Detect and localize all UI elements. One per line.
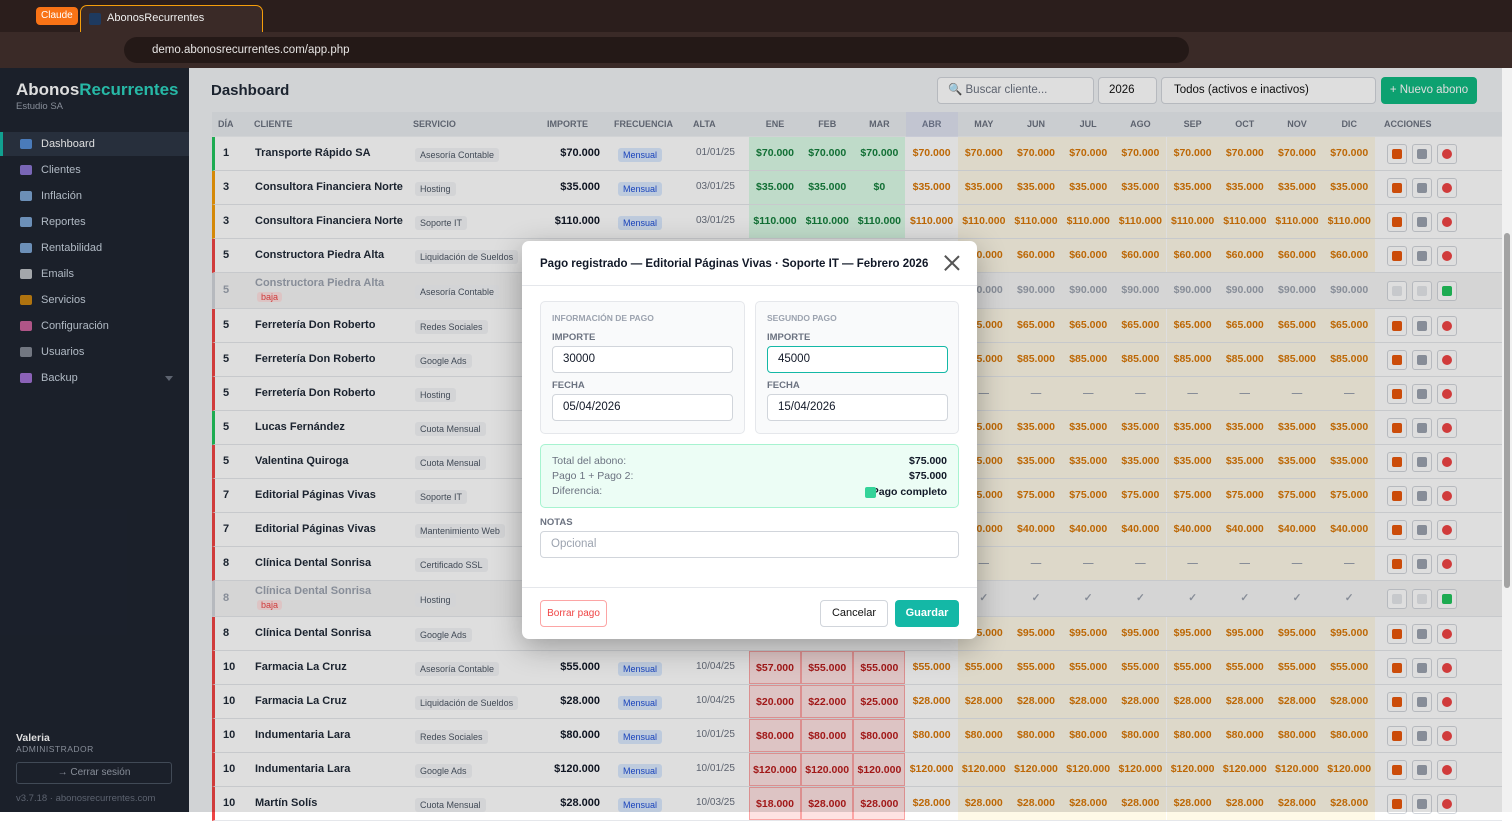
payment-box: INFORMACIÓN DE PAGO IMPORTE 30000 FECHA … xyxy=(540,301,745,434)
caret xyxy=(165,376,173,385)
nav-label: Backup xyxy=(41,372,78,384)
nav-label: Emails xyxy=(41,268,75,280)
year-select[interactable]: 2026 xyxy=(1098,77,1157,104)
nav-label: Configuración xyxy=(41,320,109,332)
favicon xyxy=(89,13,101,25)
nav-item[interactable]: Clientes xyxy=(0,158,189,182)
nav-label: Clientes xyxy=(41,164,81,176)
scrollbar-thumb[interactable] xyxy=(1504,233,1510,588)
divider xyxy=(522,587,977,588)
summary-label: Total del abono: xyxy=(552,455,627,467)
scrollbar-track xyxy=(1502,68,1512,812)
date-input[interactable]: 15/04/2026 xyxy=(767,394,948,421)
nav-label: Usuarios xyxy=(41,346,85,358)
nav-icon xyxy=(20,269,32,279)
divider xyxy=(522,285,977,286)
summary-value: Pago completo xyxy=(871,486,947,498)
nav: Dashboard Clientes Inflación Reportes Rentab… xyxy=(0,132,189,462)
tab-title: AbonosRecurrentes xyxy=(107,12,205,24)
save-button[interactable]: Guardar xyxy=(895,600,959,627)
brand-a: Abonos xyxy=(16,80,80,99)
browser-chrome: Claude AbonosRecurrentes demo.abonosrecu… xyxy=(0,0,1512,68)
nav-item[interactable]: Emails xyxy=(0,262,189,286)
company: Estudio SA xyxy=(16,101,63,112)
check-icon xyxy=(865,487,876,498)
nav-label: Reportes xyxy=(41,216,86,228)
field-label: IMPORTE xyxy=(552,332,596,343)
nav-item[interactable]: Servicios xyxy=(0,288,189,312)
modal: Pago registrado — Editorial Páginas Viva… xyxy=(522,241,977,639)
notes-label: NOTAS xyxy=(540,517,573,528)
address-bar[interactable]: demo.abonosrecurrentes.com/app.php xyxy=(124,37,1189,63)
nav-icon xyxy=(20,347,32,357)
tab-group[interactable]: Claude xyxy=(36,7,78,25)
amount-input[interactable]: 45000 xyxy=(767,346,948,373)
summary-box: Total del abono: $75.000 Pago 1 + Pago 2: $… xyxy=(540,444,959,508)
nav-icon xyxy=(20,191,32,201)
second-payment-box: SEGUNDO PAGO IMPORTE 45000 FECHA 15/04/2… xyxy=(755,301,959,434)
nav-label: Rentabilidad xyxy=(41,242,103,254)
user-role: ADMINISTRADOR xyxy=(16,744,94,754)
section-heading: INFORMACIÓN DE PAGO xyxy=(552,313,654,323)
nav-item[interactable]: Dashboard xyxy=(0,132,189,156)
nav-label: Servicios xyxy=(41,294,86,306)
close-button[interactable] xyxy=(944,255,960,271)
user-name: Valeria xyxy=(16,732,50,744)
nav-label: Dashboard xyxy=(41,138,95,150)
modal-title: Pago registrado — Editorial Páginas Viva… xyxy=(540,258,929,270)
summary-value: $75.000 xyxy=(909,455,947,467)
field-label: FECHA xyxy=(552,380,585,391)
new-button[interactable]: + Nuevo abono xyxy=(1381,77,1477,104)
brand: AbonosRecurrentes xyxy=(16,80,179,100)
table-header xyxy=(212,112,1502,136)
nav-icon xyxy=(20,321,32,331)
brand-b: Recurrentes xyxy=(79,80,179,99)
sidebar: AbonosRecurrentes Estudio SA Dashboard Cl… xyxy=(0,68,189,812)
summary-value: $75.000 xyxy=(909,470,947,482)
search-input[interactable]: 🔍 Buscar cliente... xyxy=(937,77,1094,104)
nav-icon xyxy=(20,217,32,227)
date-input[interactable]: 05/04/2026 xyxy=(552,394,733,421)
nav-icon xyxy=(20,165,32,175)
amount-input[interactable]: 30000 xyxy=(552,346,733,373)
nav-icon xyxy=(20,139,32,149)
cancel-button[interactable]: Cancelar xyxy=(820,600,888,627)
version: v3.7.18 · abonosrecurrentes.com xyxy=(16,793,156,804)
nav-item[interactable]: Inflación xyxy=(0,184,189,208)
page-title: Dashboard xyxy=(211,82,290,99)
nav-item[interactable]: Configuración xyxy=(0,314,189,338)
nav-item[interactable]: Backup xyxy=(0,366,189,390)
nav-item[interactable]: Reportes xyxy=(0,210,189,234)
notes-input[interactable]: Opcional xyxy=(540,531,959,558)
nav-icon xyxy=(20,295,32,305)
logout-button[interactable]: → Cerrar sesión xyxy=(16,762,172,784)
tab-strip: Claude AbonosRecurrentes xyxy=(0,0,1512,32)
summary-label: Diferencia: xyxy=(552,485,603,497)
field-label: IMPORTE xyxy=(767,332,811,343)
nav-item[interactable]: Usuarios xyxy=(0,340,189,364)
nav-label: Inflación xyxy=(41,190,82,202)
field-label: FECHA xyxy=(767,380,800,391)
filter-select[interactable]: Todos (activos e inactivos) xyxy=(1161,77,1376,104)
active-tab[interactable]: AbonosRecurrentes xyxy=(80,5,263,32)
nav-icon xyxy=(20,243,32,253)
nav-item[interactable]: Rentabilidad xyxy=(0,236,189,260)
delete-button[interactable]: Borrar pago xyxy=(540,600,607,627)
url: demo.abonosrecurrentes.com/app.php xyxy=(152,44,350,56)
summary-label: Pago 1 + Pago 2: xyxy=(552,470,634,482)
section-heading: SEGUNDO PAGO xyxy=(767,313,837,323)
nav-icon xyxy=(20,373,32,383)
